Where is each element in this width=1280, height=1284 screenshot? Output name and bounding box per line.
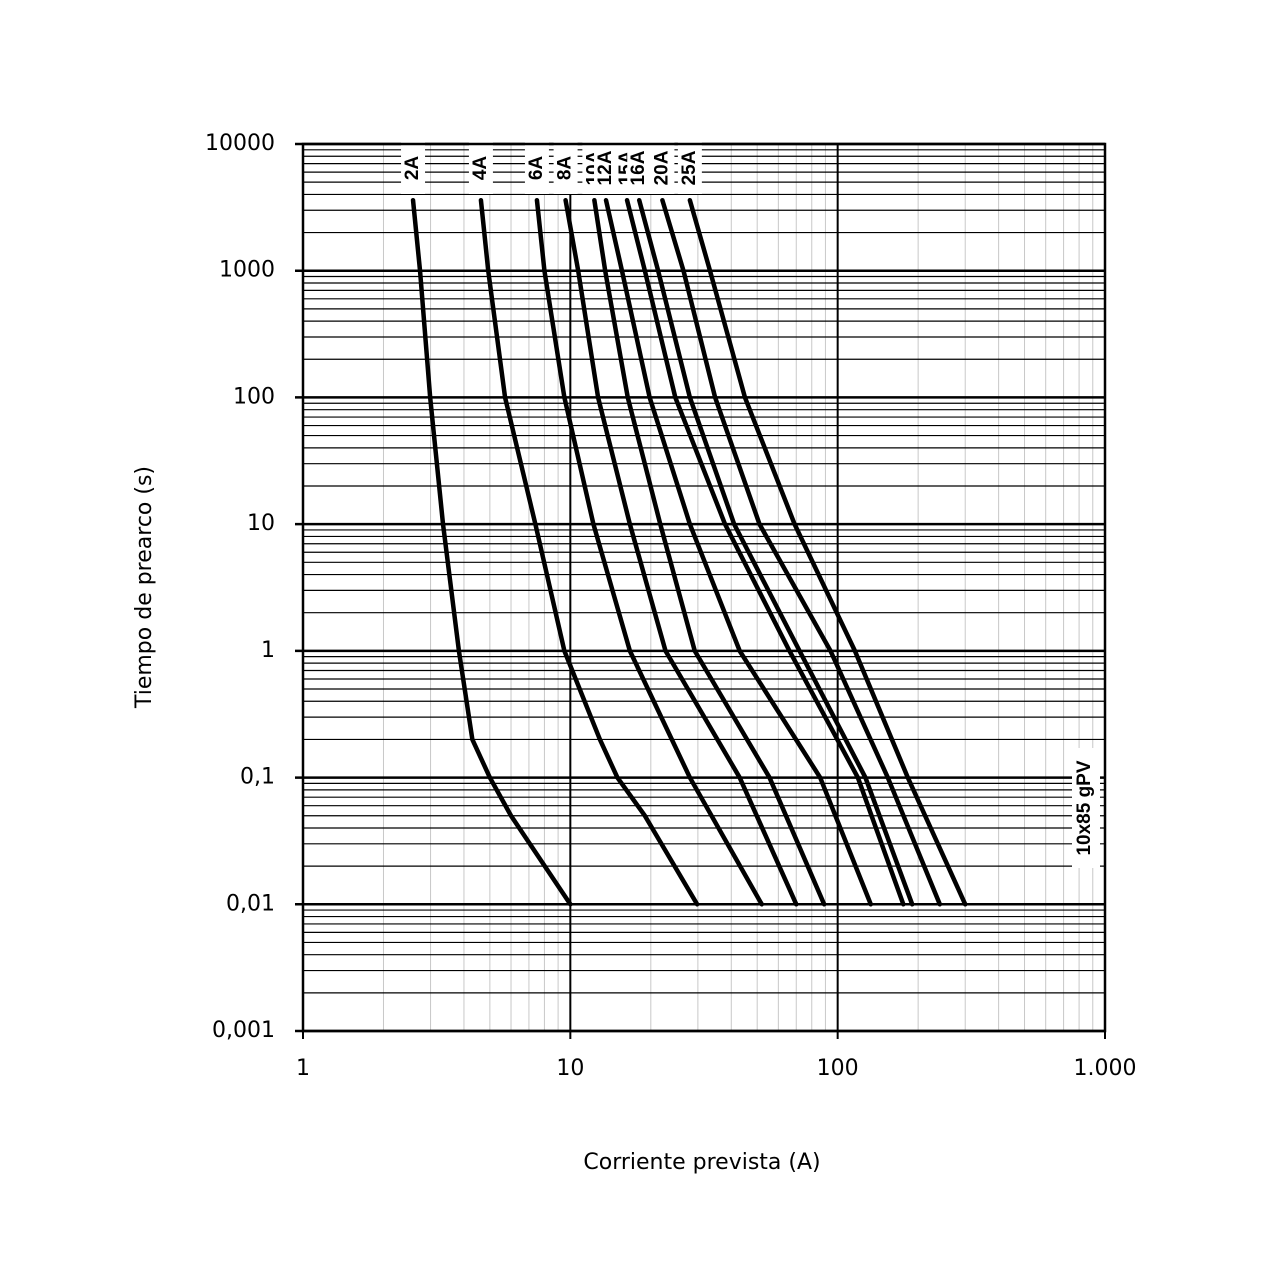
fuse-curve (636, 197, 915, 907)
fuse-curve (534, 197, 764, 907)
series-label: 20A (651, 150, 672, 185)
fuse-curve (660, 197, 943, 907)
annotation: 10x85 gPV (1074, 760, 1095, 855)
y-tick-label: 0,1 (240, 765, 275, 790)
series-label: 2A (402, 156, 423, 181)
series-label-box (650, 142, 675, 194)
fuse-curve (478, 197, 700, 907)
plot-frame (301, 142, 1107, 1033)
y-tick-label: 10 (247, 511, 275, 536)
series-label-box (468, 142, 493, 194)
series-label-box (594, 142, 619, 194)
series-label: 8A (555, 156, 576, 181)
x-axis-label: Corriente prevista (A) (583, 1150, 820, 1175)
series-label: 4A (470, 156, 491, 181)
fuse-curve (624, 197, 906, 907)
y-tick-label: 0,001 (212, 1018, 275, 1043)
y-tick-label: 100 (233, 384, 275, 409)
fuse-curve (603, 197, 874, 907)
series-label: 25A (679, 150, 700, 185)
fuse-curve (563, 197, 799, 907)
x-tick-label: 1.000 (1074, 1056, 1137, 1081)
fuse-curve (687, 197, 968, 907)
fuse-curve (410, 197, 573, 907)
series-label: 12A (595, 150, 616, 185)
y-axis-label: Tiempo de prearco (s) (132, 466, 157, 709)
y-tick-label: 1 (261, 638, 275, 663)
x-tick-label: 10 (556, 1056, 584, 1081)
y-tick-label: 0,01 (226, 891, 275, 916)
series-label-box (627, 142, 652, 194)
fuse-curve (592, 197, 827, 907)
x-tick-label: 100 (817, 1056, 859, 1081)
series-label-box (524, 142, 549, 194)
annotation-box (1072, 748, 1100, 868)
series-label-box (677, 142, 702, 194)
series-label: 16A (628, 150, 649, 185)
series-label-box (401, 142, 426, 194)
y-tick-label: 1000 (219, 258, 275, 283)
series-label-box (553, 142, 578, 194)
x-tick-label: 1 (296, 1056, 310, 1081)
y-tick-label: 10000 (205, 131, 275, 156)
series-label: 6A (526, 156, 547, 181)
